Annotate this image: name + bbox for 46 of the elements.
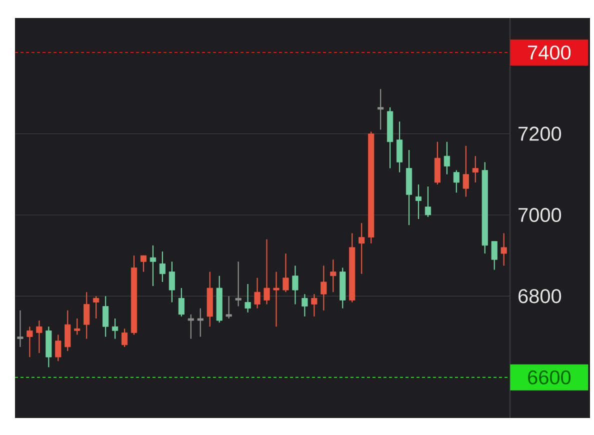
candlestick (64, 310, 71, 352)
candlestick (17, 310, 24, 348)
candlestick (112, 318, 118, 340)
candlestick (424, 186, 432, 218)
candlestick (396, 120, 403, 173)
candlestick (93, 296, 100, 320)
y-tick-label: 6800 (518, 289, 562, 304)
candlestick (244, 283, 251, 313)
candlestick (311, 294, 318, 318)
candlestick (358, 222, 365, 274)
candlestick (320, 265, 327, 311)
candlestick (444, 141, 450, 175)
candlestick (178, 287, 184, 318)
candlestick (168, 261, 175, 303)
y-tick-label: 7000 (518, 208, 562, 222)
candlestick (453, 170, 460, 194)
candlestick (302, 294, 308, 318)
candlestick (292, 265, 298, 305)
candlestick (282, 252, 289, 293)
candlestick (330, 259, 336, 293)
candlestick (264, 238, 270, 305)
ref-line-label: 6600 (528, 370, 571, 384)
candlestick (273, 271, 280, 328)
candlestick (150, 244, 156, 287)
candlestick (415, 184, 422, 220)
candlestick (462, 145, 469, 198)
candlestick (36, 320, 42, 354)
candlestick (188, 314, 194, 340)
candlestick (102, 296, 109, 338)
candlestick (159, 250, 166, 282)
candlestick (121, 328, 128, 348)
candlestick (472, 156, 478, 184)
candlestick (140, 255, 147, 272)
candlestick (500, 232, 507, 266)
candlestick (235, 261, 242, 307)
candlestick (491, 240, 498, 270)
candlestick (74, 318, 80, 336)
candlestick (26, 326, 33, 358)
ref-line-label: 7400 (528, 45, 571, 60)
y-tick-label: 7200 (518, 126, 562, 141)
candlestick (197, 308, 204, 338)
candlestick (378, 88, 384, 130)
candlestick (84, 292, 90, 340)
candlestick (254, 277, 260, 309)
candlestick (55, 334, 62, 362)
candlestick (226, 296, 232, 320)
